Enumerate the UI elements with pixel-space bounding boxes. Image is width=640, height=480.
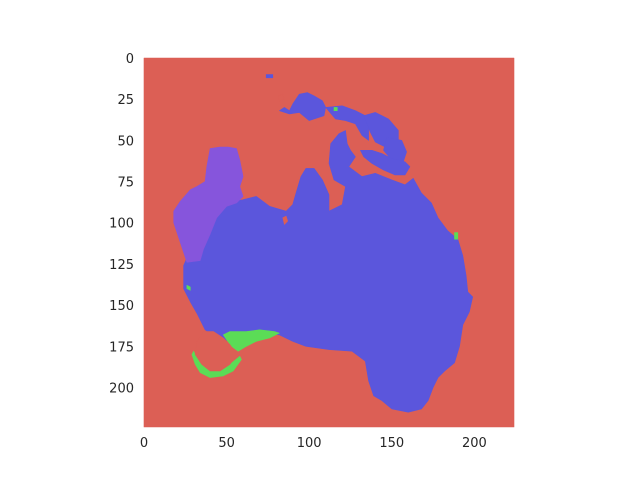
- region-southwest-3-0: [223, 329, 280, 352]
- y-tick-label: 100: [109, 217, 134, 232]
- y-tick-label: 50: [117, 134, 134, 149]
- region-background-4-1: [282, 215, 289, 225]
- y-tick-label: 0: [126, 52, 134, 67]
- region-mainland-1-5: [360, 150, 411, 176]
- x-axis: 0 50 100 150 200: [140, 436, 487, 451]
- region-background-4-0: [194, 331, 237, 372]
- x-tick-label: 200: [462, 436, 487, 451]
- y-tick-label: 175: [109, 340, 134, 355]
- plot-area: [143, 57, 515, 428]
- x-tick-label: 100: [297, 436, 322, 451]
- y-tick-label: 25: [117, 93, 134, 108]
- y-tick-label: 150: [109, 299, 134, 314]
- x-tick-label: 0: [140, 436, 148, 451]
- x-tick-label: 50: [218, 436, 235, 451]
- y-axis: 0 25 50 75 100 125 150 175 200: [109, 52, 134, 396]
- region-background-4-2: [277, 93, 285, 102]
- region-west-2-0: [173, 146, 244, 263]
- y-tick-label: 125: [109, 258, 134, 273]
- region-southwest-3-3: [454, 232, 459, 240]
- x-tick-label: 150: [379, 436, 404, 451]
- y-tick-label: 200: [109, 381, 134, 396]
- region-southwest-3-4: [333, 107, 338, 111]
- region-mainland-1-1: [279, 92, 327, 121]
- y-tick-label: 75: [117, 176, 134, 191]
- region-mainland-1-2: [325, 105, 369, 141]
- region-southwest-3-2: [186, 284, 191, 291]
- region-mainland-1-6: [265, 74, 274, 79]
